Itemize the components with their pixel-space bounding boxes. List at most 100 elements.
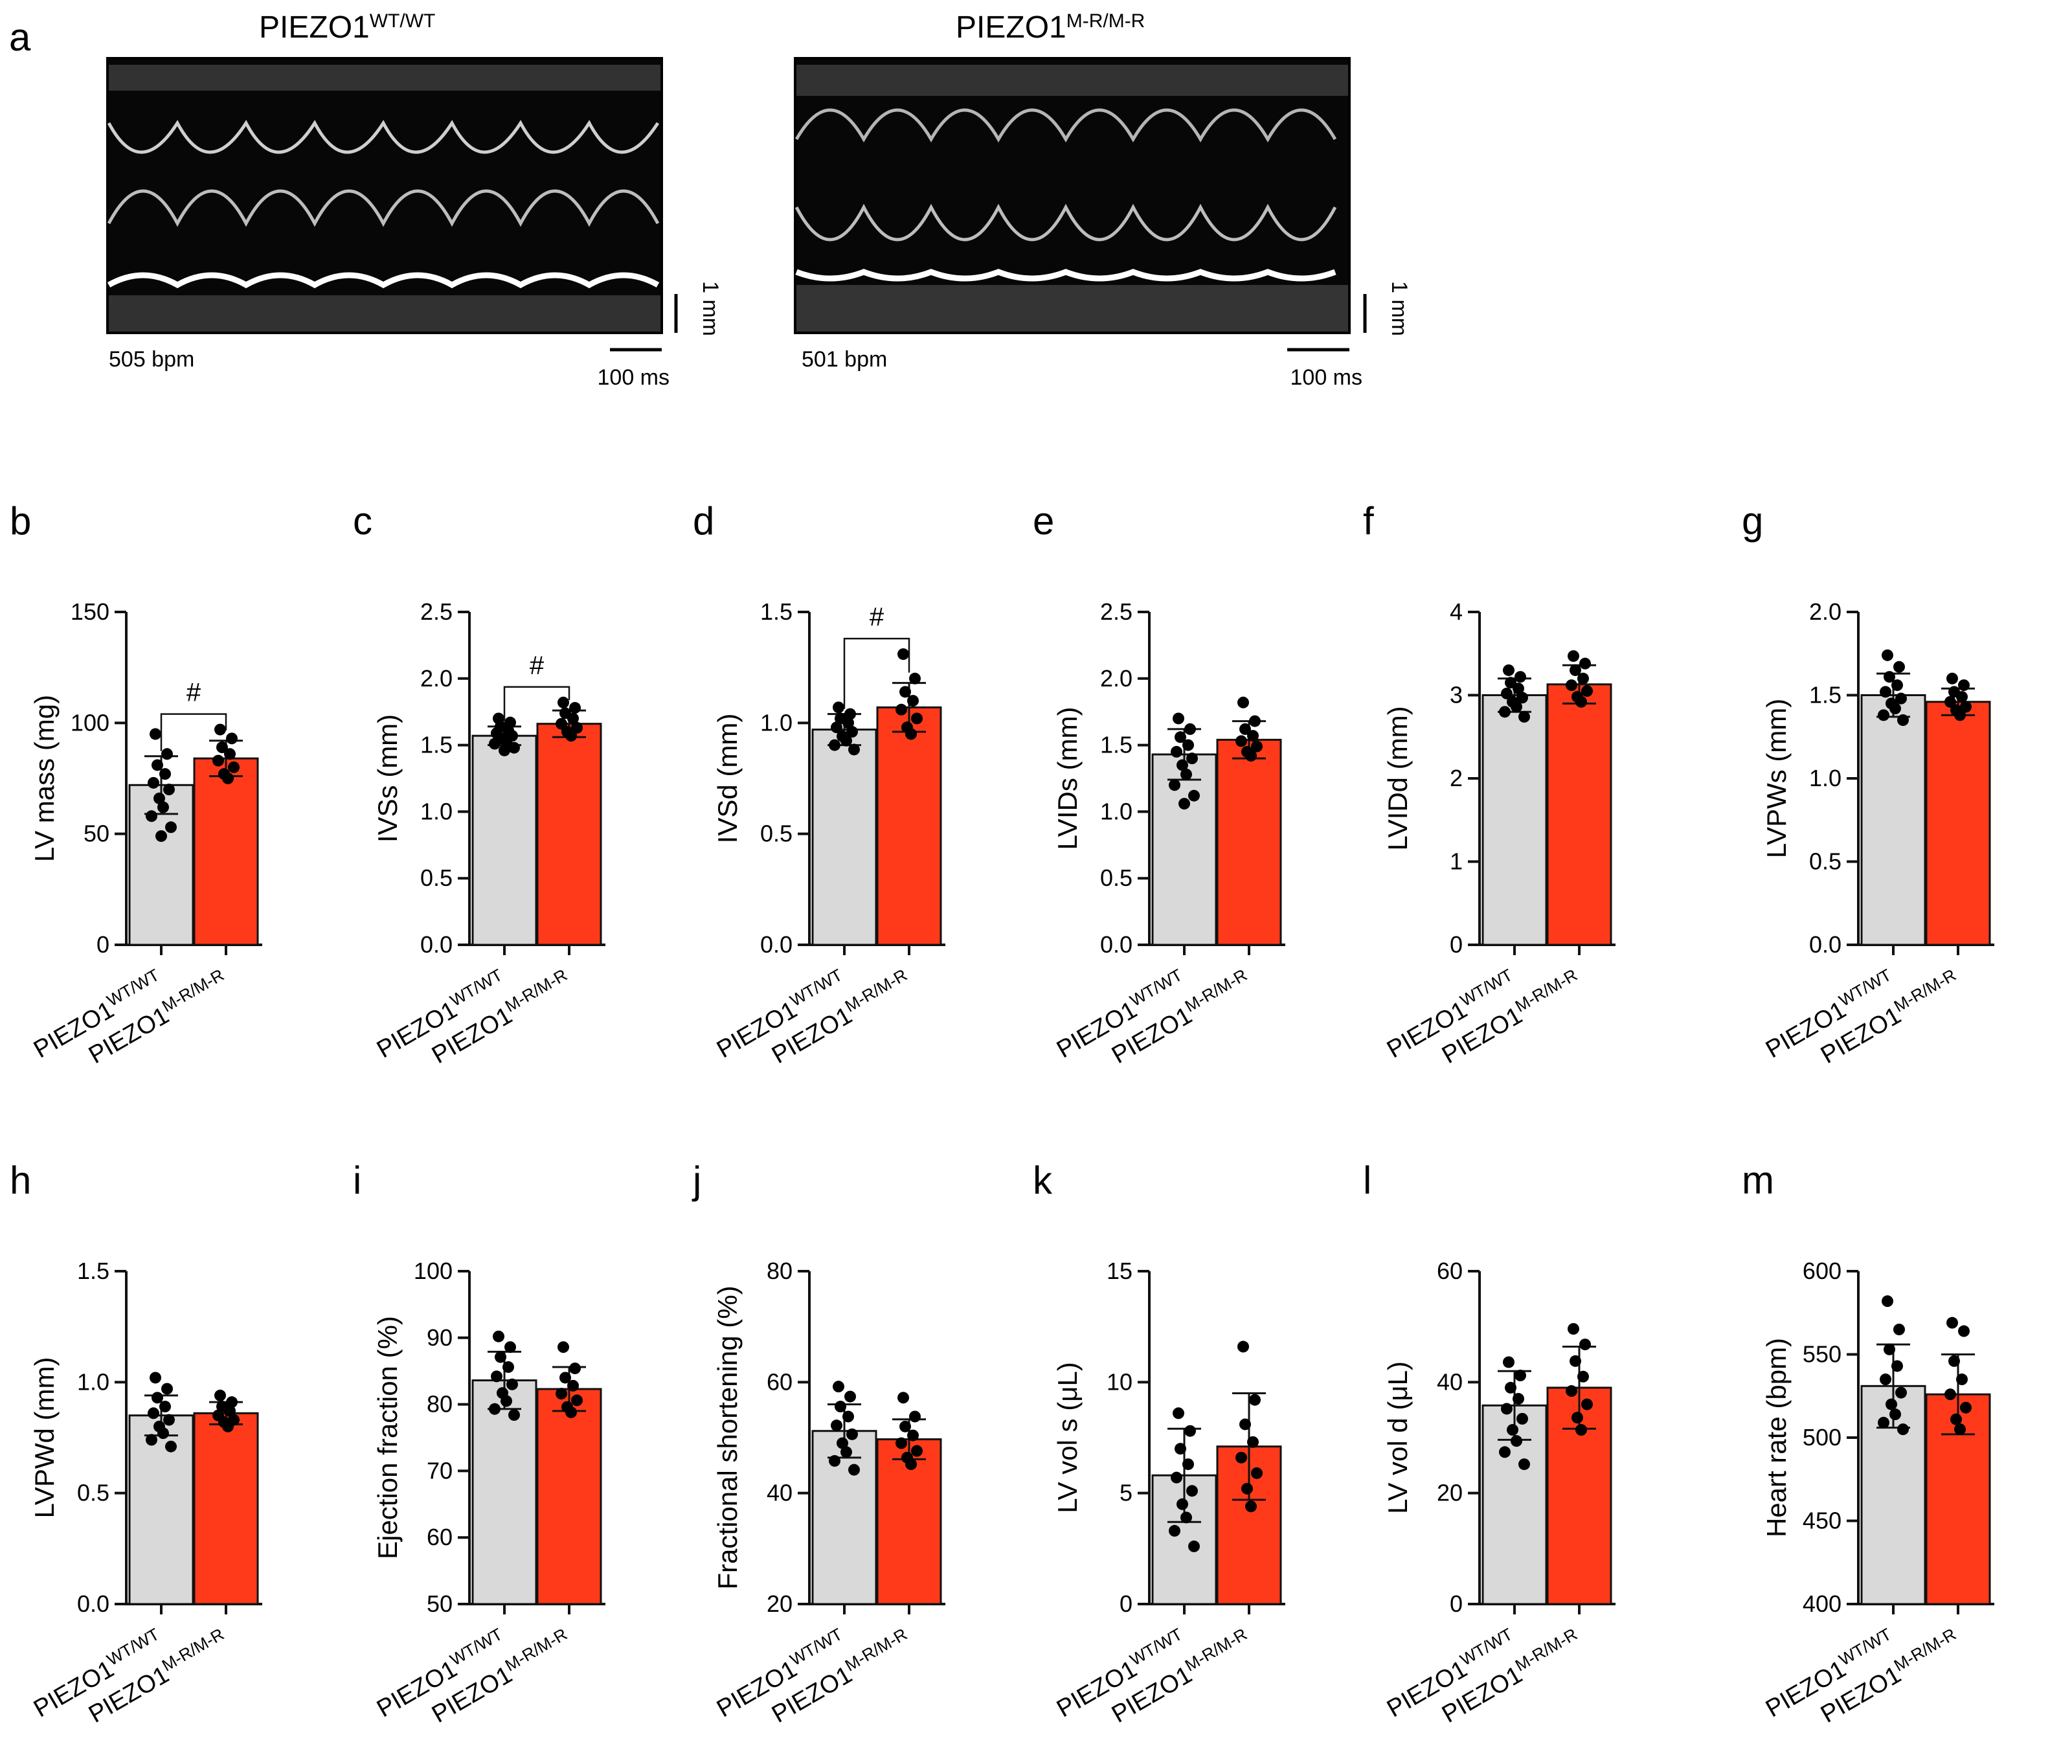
data-point bbox=[1516, 1412, 1528, 1425]
data-point bbox=[148, 776, 159, 789]
significance-marker: # bbox=[530, 651, 545, 680]
data-point bbox=[1884, 671, 1895, 683]
data-point bbox=[216, 741, 228, 754]
y-tick-label: 2.0 bbox=[1100, 665, 1132, 692]
echo-image-mr bbox=[794, 57, 1351, 334]
data-point bbox=[161, 1383, 173, 1395]
y-tick-label: 0.0 bbox=[77, 1590, 109, 1617]
data-point bbox=[1891, 1360, 1903, 1372]
data-point bbox=[1180, 768, 1192, 780]
data-point bbox=[895, 703, 907, 716]
bar-mr bbox=[1546, 683, 1612, 946]
data-point bbox=[159, 768, 171, 780]
data-point bbox=[1880, 1374, 1891, 1386]
data-point bbox=[556, 1388, 567, 1400]
data-point bbox=[1889, 703, 1901, 715]
bar-wt bbox=[1151, 753, 1217, 946]
data-point bbox=[146, 1434, 157, 1446]
data-point bbox=[504, 1341, 516, 1353]
data-point bbox=[895, 1437, 907, 1449]
data-point bbox=[1950, 1413, 1962, 1425]
data-point bbox=[1948, 1355, 1960, 1367]
echo-title-mr: PIEZO1M-R/M-R bbox=[956, 10, 1145, 45]
data-point bbox=[1895, 1386, 1907, 1399]
y-tick-label: 0 bbox=[1120, 1590, 1132, 1617]
data-point bbox=[559, 1372, 571, 1384]
data-point bbox=[1499, 1446, 1511, 1458]
time-scale-label-wt: 100 ms bbox=[598, 365, 670, 390]
data-point bbox=[508, 1409, 520, 1421]
y-tick-label: 60 bbox=[427, 1524, 453, 1550]
data-point bbox=[163, 784, 175, 796]
y-tick-label: 10 bbox=[1107, 1368, 1132, 1395]
data-point bbox=[846, 1428, 858, 1440]
data-point bbox=[506, 1378, 518, 1390]
data-point bbox=[1568, 650, 1579, 662]
panel-letter-g: g bbox=[1742, 499, 1763, 543]
y-tick-label: 40 bbox=[1437, 1368, 1463, 1395]
data-point bbox=[557, 696, 569, 708]
echo-image-wt bbox=[106, 57, 663, 334]
panel-letter-f: f bbox=[1363, 499, 1374, 543]
data-point bbox=[844, 708, 856, 720]
data-point bbox=[907, 695, 919, 707]
data-point bbox=[1954, 1423, 1966, 1436]
bar-wt bbox=[1860, 694, 1926, 946]
data-point bbox=[1570, 664, 1581, 676]
panel-a: a PIEZO1WT/WT 1 mm 100 ms 505 bpm PIEZO1… bbox=[9, 10, 1412, 390]
significance-bracket bbox=[503, 686, 570, 721]
y-tick-label: 100 bbox=[71, 709, 109, 736]
data-point bbox=[1182, 739, 1194, 751]
y-axis-label: LVIDs (mm) bbox=[1052, 707, 1083, 850]
y-axis-label: LV mass (mg) bbox=[29, 695, 60, 862]
data-point bbox=[228, 761, 240, 773]
y-tick-label: 80 bbox=[767, 1258, 793, 1284]
y-tick-label: 0.5 bbox=[420, 865, 453, 891]
data-point bbox=[844, 1390, 856, 1403]
panel-letter-l: l bbox=[1363, 1159, 1371, 1202]
panel-letter-b: b bbox=[10, 499, 31, 543]
data-point bbox=[1960, 1401, 1972, 1414]
data-point bbox=[224, 748, 236, 760]
data-point bbox=[1579, 657, 1591, 670]
data-point bbox=[1501, 1403, 1513, 1415]
data-point bbox=[1575, 695, 1587, 708]
data-point bbox=[842, 717, 854, 729]
bar-wt bbox=[128, 1414, 194, 1605]
data-point bbox=[499, 744, 510, 756]
data-point bbox=[157, 801, 169, 813]
panel-letter-h: h bbox=[10, 1159, 31, 1202]
data-point bbox=[226, 732, 238, 745]
y-tick-label: 150 bbox=[71, 598, 109, 625]
panel-letter-i: i bbox=[353, 1159, 361, 1202]
data-point bbox=[1568, 1323, 1579, 1335]
data-point bbox=[152, 759, 163, 771]
echo-title-wt: PIEZO1WT/WT bbox=[259, 10, 435, 45]
data-point bbox=[1499, 706, 1511, 718]
data-point bbox=[1891, 679, 1903, 692]
y-tick-label: 50 bbox=[84, 820, 109, 847]
bar-wt bbox=[1481, 694, 1548, 946]
y-tick-label: 4 bbox=[1450, 598, 1463, 625]
data-point bbox=[1239, 723, 1251, 735]
data-point bbox=[1516, 692, 1528, 704]
y-tick-label: 90 bbox=[427, 1324, 453, 1351]
data-point bbox=[1566, 679, 1577, 692]
data-point bbox=[152, 1392, 163, 1404]
data-point bbox=[899, 1420, 911, 1432]
data-point bbox=[1175, 731, 1186, 743]
data-point bbox=[153, 792, 165, 804]
data-point bbox=[831, 1419, 842, 1432]
data-point bbox=[569, 702, 581, 714]
data-point bbox=[1511, 1435, 1522, 1447]
data-point bbox=[1515, 671, 1526, 683]
data-point bbox=[565, 1406, 577, 1418]
data-point bbox=[911, 1445, 923, 1457]
data-point bbox=[165, 1440, 177, 1453]
y-tick-label: 2.0 bbox=[420, 665, 453, 692]
data-point bbox=[1186, 752, 1198, 765]
data-point bbox=[897, 648, 909, 661]
data-point bbox=[1237, 1340, 1249, 1353]
data-point bbox=[1893, 1323, 1905, 1335]
